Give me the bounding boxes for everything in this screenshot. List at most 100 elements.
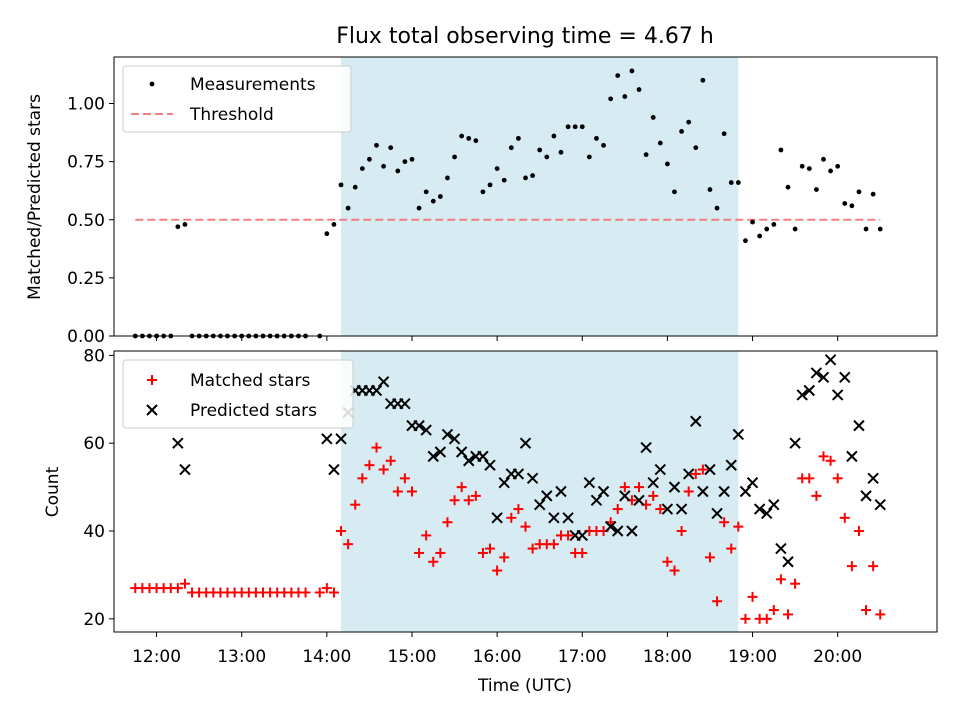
matched-stars-point [392, 486, 403, 497]
matched-stars-point [719, 517, 730, 528]
measurement-point [877, 226, 883, 232]
matched-stars-point [463, 495, 474, 506]
predicted-stars-point [824, 354, 837, 366]
chart-title: Flux total observing time = 4.67 h [336, 24, 714, 49]
predicted-stars-point [810, 367, 823, 379]
measurement-point [437, 194, 443, 199]
measurement-point [551, 133, 557, 139]
measurement-point [657, 140, 663, 146]
predicted-stars-point [768, 498, 780, 511]
measurement-point [494, 166, 500, 172]
x-tick-label: 18:00 [643, 647, 692, 667]
top-y-tick-label: 0.50 [67, 211, 105, 231]
matched-stars-point [768, 605, 779, 616]
measurement-point [750, 219, 755, 225]
legend-matched-marker [147, 375, 157, 385]
measurement-point [700, 77, 706, 83]
measurement-point [466, 135, 472, 141]
measurement-point [352, 184, 358, 190]
measurement-point [714, 205, 720, 211]
bottom-legend: Matched stars Predicted stars [122, 359, 354, 429]
matched-stars-point [378, 464, 389, 475]
predicted-stars-point [661, 503, 674, 515]
bottom-legend-box [122, 359, 354, 429]
measurement-point [813, 187, 819, 192]
measurement-point [367, 156, 372, 162]
matched-stars-point [832, 473, 843, 484]
matched-stars-point [328, 587, 339, 598]
predicted-stars-point [697, 485, 709, 498]
top-y-tick-label: 0.25 [67, 269, 105, 289]
measurement-point [743, 238, 748, 244]
matched-stars-point [818, 451, 829, 462]
measurement-point [565, 124, 571, 130]
predicted-stars-point [725, 459, 737, 471]
predicted-stars-point [427, 450, 439, 463]
matched-stars-point [364, 460, 375, 471]
top-panel: 0.00 0.25 0.50 0.75 1.00 Matched/Predicted s… [25, 56, 938, 347]
measurement-point [615, 73, 621, 78]
measurement-point [381, 163, 387, 169]
matched-stars-point [619, 482, 630, 493]
predicted-stars-point [633, 494, 645, 506]
predicted-stars-point [498, 477, 510, 489]
measurement-point [423, 189, 429, 195]
legend-predicted-marker [146, 404, 158, 416]
predicted-stars-point [548, 512, 560, 524]
matched-stars-point [804, 473, 815, 484]
measurement-point [572, 124, 578, 130]
matched-stars-point [577, 547, 588, 558]
measurement-point [459, 133, 465, 139]
matched-stars-point [371, 442, 382, 453]
matched-stars-point [704, 552, 715, 563]
predicted-stars-point [789, 437, 801, 449]
matched-stars-point [477, 547, 488, 558]
predicted-stars-point [690, 415, 702, 427]
measurement-point [629, 68, 635, 74]
measurement-point [643, 152, 649, 158]
matched-stars-point [449, 495, 460, 506]
measurement-point [849, 203, 855, 209]
measurement-point [842, 201, 848, 206]
predicted-stars-point [753, 503, 766, 515]
matched-stars-point [357, 473, 368, 484]
matched-stars-point [747, 591, 758, 602]
matched-stars-point [492, 565, 503, 576]
predicted-stars-point [526, 472, 539, 485]
predicted-stars-point [370, 384, 383, 397]
matched-stars-point [520, 521, 531, 532]
matched-stars-point [690, 468, 701, 479]
measurement-points [132, 68, 883, 339]
predicted-stars-point [732, 428, 745, 441]
legend-measurements-label: Measurements [190, 75, 316, 95]
measurement-point [608, 96, 614, 102]
predicted-stars-point [803, 384, 816, 397]
measurement-point [778, 147, 784, 153]
matched-stars-point [655, 504, 666, 515]
predicted-stars-point [640, 441, 652, 454]
measurement-point [480, 189, 486, 195]
predicted-stars-point [562, 512, 574, 524]
predicted-stars-point [583, 477, 596, 489]
matched-stars-point [442, 517, 453, 528]
matched-stars-point [399, 473, 410, 484]
measurement-point [586, 154, 592, 160]
matched-stars-point [548, 539, 559, 550]
x-tick-label: 14:00 [302, 647, 351, 667]
matched-stars-point [385, 455, 396, 466]
matched-stars-point [853, 526, 864, 537]
matched-stars-point [712, 596, 723, 607]
legend-threshold-label: Threshold [189, 105, 274, 125]
matched-stars-point [783, 609, 794, 620]
matched-stars-point [612, 504, 623, 515]
matched-stars-point [314, 587, 325, 598]
matched-stars-point [350, 499, 361, 510]
predicted-stars-point [576, 529, 588, 542]
predicted-stars-point [682, 468, 695, 480]
top-y-tick-label: 1.00 [67, 95, 105, 115]
predicted-stars-point [874, 498, 886, 511]
bottom-y-axis-label: Count [43, 466, 63, 517]
measurement-point [821, 156, 826, 162]
predicted-stars-point [867, 472, 879, 485]
